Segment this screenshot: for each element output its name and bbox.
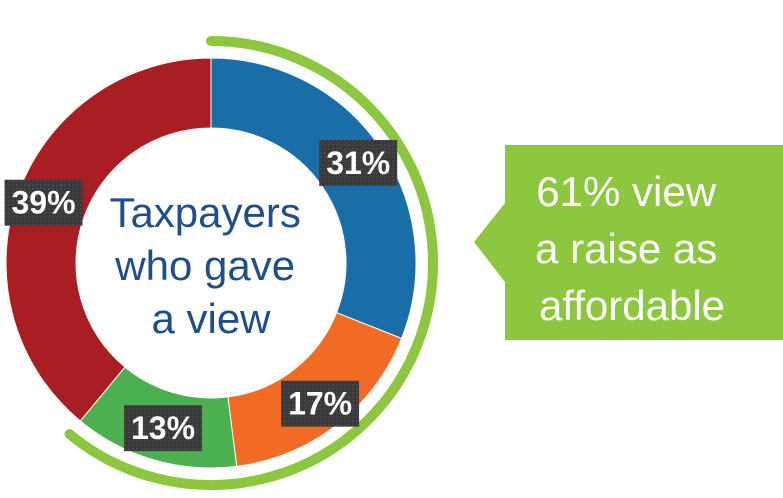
callout-line-2: a raise as	[535, 225, 717, 272]
data-label-box-4	[4, 179, 83, 226]
data-label-box-3	[124, 405, 203, 452]
center-text-line-2: who gave	[114, 242, 295, 289]
data-label-text-2: 17%	[288, 386, 352, 422]
data-label-box-1	[319, 139, 398, 186]
data-label-text-3: 13%	[131, 410, 195, 446]
center-text: Taxpayers who gave a view	[109, 189, 312, 342]
callout-arrow-box	[474, 145, 783, 340]
data-label-3: 13%	[124, 405, 203, 452]
callout-text: 61% view a raise as affordable	[535, 168, 729, 329]
donut-center	[76, 128, 346, 398]
data-label-text-4: 39%	[11, 185, 75, 221]
data-label-text-1: 31%	[326, 145, 390, 181]
center-text-line-3: a view	[151, 295, 271, 342]
data-label-box-2	[281, 380, 360, 427]
data-labels: 31% 17% 13% 39%	[4, 139, 398, 452]
data-label-1: 31%	[319, 139, 398, 186]
highlight-arc	[64, 36, 438, 490]
callout-line-3: affordable	[539, 282, 725, 329]
center-text-line-1: Taxpayers	[109, 189, 300, 236]
callout-line-1: 61% view	[536, 168, 716, 215]
data-label-4: 39%	[4, 179, 83, 226]
data-label-2: 17%	[281, 380, 360, 427]
callout: 61% view a raise as affordable	[474, 145, 783, 340]
